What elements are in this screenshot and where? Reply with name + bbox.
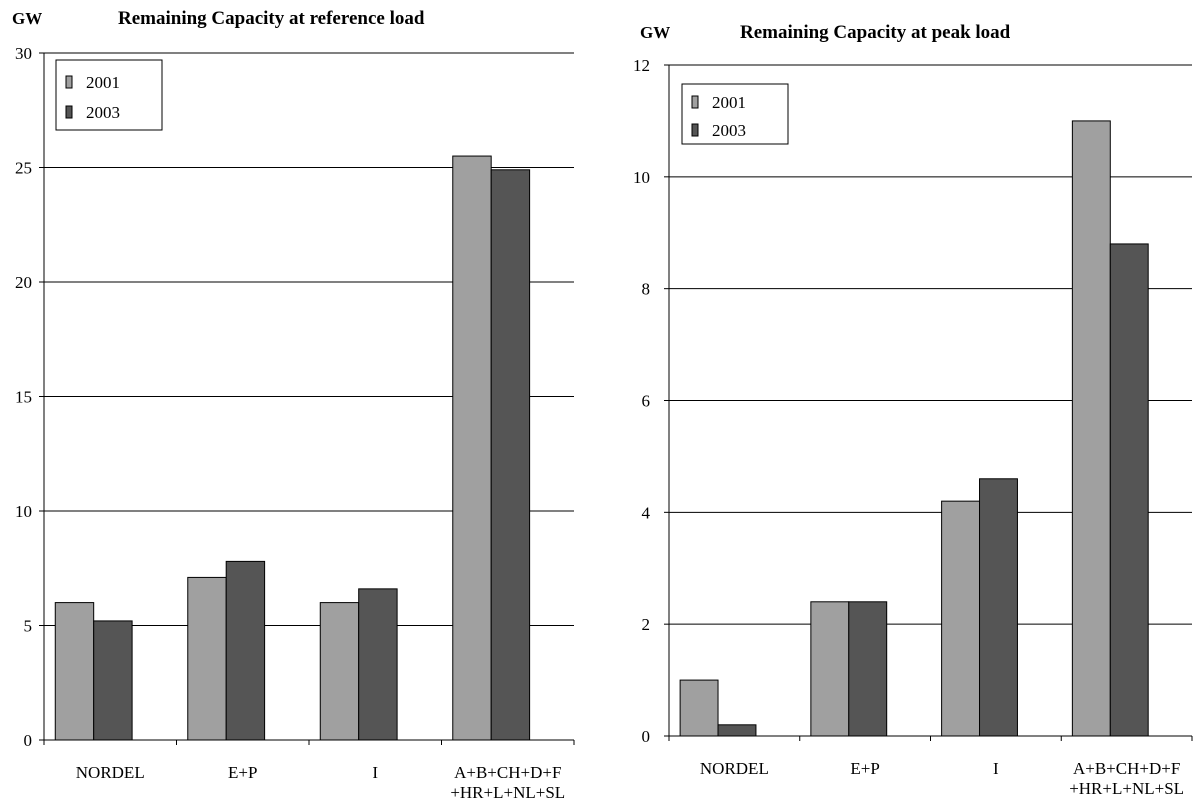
x-category-label: A+B+CH+D+F [454, 763, 561, 782]
bar-2001-3 [452, 155, 492, 741]
x-category-label: I [993, 759, 999, 778]
y-tick-label: 6 [642, 392, 651, 411]
y-tick-label: 15 [15, 388, 32, 407]
bar-2003-3 [1109, 243, 1149, 737]
y-tick-label: 10 [15, 502, 32, 521]
chart-unit-label: GW [640, 23, 670, 42]
x-category-label: NORDEL [76, 763, 145, 782]
bar-2003-1 [848, 601, 888, 737]
chart-title: Remaining Capacity at reference load [118, 8, 425, 29]
bar-2001-1 [810, 601, 850, 737]
chart-unit-label: GW [12, 9, 42, 28]
bar-2001-0 [679, 679, 719, 737]
y-tick-label: 10 [633, 168, 650, 187]
bar-2001-1 [187, 576, 227, 741]
bar-2003-0 [717, 724, 757, 737]
x-category-label: I [372, 763, 378, 782]
y-tick-label: 25 [15, 159, 32, 178]
chart-title: Remaining Capacity at peak load [740, 22, 1011, 43]
legend-box [681, 83, 789, 145]
x-category-label: NORDEL [700, 759, 769, 778]
x-category-label: +HR+L+NL+SL [1069, 779, 1184, 798]
bar-2003-1 [225, 560, 266, 741]
y-tick-label: 0 [24, 731, 33, 750]
bar-2001-3 [1071, 120, 1111, 737]
y-tick-label: 30 [15, 44, 32, 63]
legend-swatch [65, 75, 73, 89]
bar-2001-2 [319, 602, 360, 741]
legend-swatch [691, 95, 699, 109]
x-category-label: E+P [850, 759, 879, 778]
y-tick-label: 5 [24, 617, 33, 636]
y-tick-label: 8 [642, 280, 651, 299]
legend-label: 2001 [86, 73, 120, 92]
legend-swatch [691, 123, 699, 137]
bar-2001-0 [54, 602, 95, 741]
x-category-label: +HR+L+NL+SL [450, 783, 565, 802]
bar-2003-2 [979, 478, 1018, 737]
bar-2003-3 [490, 169, 531, 741]
bar-2003-2 [358, 588, 398, 741]
legend-label: 2003 [86, 103, 120, 122]
x-category-label: A+B+CH+D+F [1073, 759, 1180, 778]
x-category-label: E+P [228, 763, 257, 782]
y-tick-label: 12 [633, 56, 650, 75]
bar-2001-2 [941, 500, 981, 737]
legend-label: 2001 [712, 93, 746, 112]
y-tick-label: 0 [642, 727, 651, 746]
legend-label: 2003 [712, 121, 746, 140]
legend-box [55, 59, 163, 131]
chart-reference-load: GW Remaining Capacity at reference load … [12, 8, 575, 802]
chart-peak-load: GW Remaining Capacity at peak load 0 2 4 6 8… [633, 22, 1193, 798]
legend-swatch [65, 105, 73, 119]
y-tick-label: 4 [642, 503, 651, 522]
y-tick-label: 2 [642, 615, 651, 634]
y-tick-label: 20 [15, 273, 32, 292]
bar-2003-0 [93, 620, 133, 741]
